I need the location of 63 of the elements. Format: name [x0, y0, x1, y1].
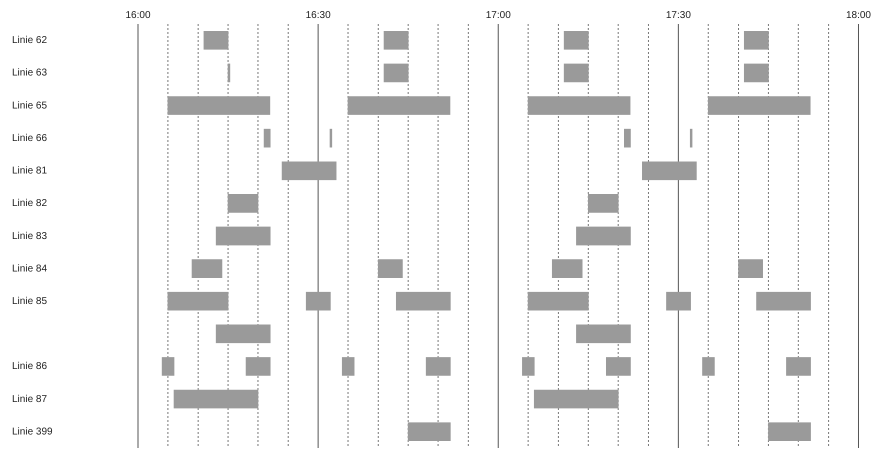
x-tick-label: 16:30	[306, 10, 332, 21]
bar	[768, 422, 811, 442]
bar	[690, 128, 692, 148]
bar	[330, 128, 332, 148]
bar	[588, 194, 619, 213]
bar	[738, 259, 763, 278]
bar	[246, 357, 271, 376]
bar	[396, 292, 451, 311]
bar	[576, 324, 631, 344]
y-tick-label: Linie 66	[12, 132, 48, 144]
y-tick-label: Linie 399	[12, 426, 54, 438]
y-tick-label: Linie 83	[12, 230, 48, 242]
x-tick-label: 17:00	[486, 10, 512, 21]
bar	[564, 30, 589, 50]
x-tick-label: 17:30	[666, 10, 692, 21]
x-tick-label: 16:00	[125, 10, 151, 21]
y-tick-label: Linie 62	[12, 35, 48, 46]
bar	[624, 128, 631, 148]
bar	[204, 30, 228, 50]
bar	[378, 259, 403, 278]
bar	[522, 357, 535, 376]
bar	[606, 357, 631, 376]
x-tick-label: 18:00	[846, 10, 872, 21]
y-tick-label: Linie 65	[12, 100, 48, 112]
bar	[168, 292, 228, 311]
bar	[228, 64, 230, 82]
bar	[264, 128, 271, 148]
y-tick-label: Linie 86	[12, 361, 48, 372]
bar	[342, 357, 354, 376]
bar	[162, 357, 174, 376]
bar	[408, 422, 451, 442]
bar	[348, 96, 450, 115]
bar	[666, 292, 691, 311]
bar	[216, 226, 271, 246]
bar	[744, 64, 769, 82]
bar	[426, 357, 451, 376]
bar	[384, 30, 409, 50]
y-tick-label: Linie 82	[12, 198, 48, 210]
bar	[528, 96, 630, 115]
bar	[282, 161, 336, 180]
bar	[528, 292, 589, 311]
bar	[576, 226, 631, 246]
bar	[384, 64, 409, 82]
bar	[708, 96, 811, 115]
bar	[216, 324, 271, 344]
bar	[192, 259, 222, 278]
bar	[306, 292, 331, 311]
y-tick-label: Linie 81	[12, 166, 48, 177]
bar	[168, 96, 270, 115]
bar	[564, 64, 589, 82]
y-tick-label: Linie 63	[12, 68, 48, 79]
bar	[228, 194, 258, 213]
bar	[642, 161, 697, 180]
bar	[786, 357, 811, 376]
bar	[174, 390, 258, 408]
bar	[756, 292, 811, 311]
y-tick-label: Linie 84	[12, 263, 48, 274]
bar	[744, 30, 769, 50]
y-tick-label: Linie 85	[12, 296, 48, 307]
y-tick-label: Linie 87	[12, 394, 48, 405]
bar	[552, 259, 583, 278]
bar	[702, 357, 715, 376]
bar	[534, 390, 619, 408]
